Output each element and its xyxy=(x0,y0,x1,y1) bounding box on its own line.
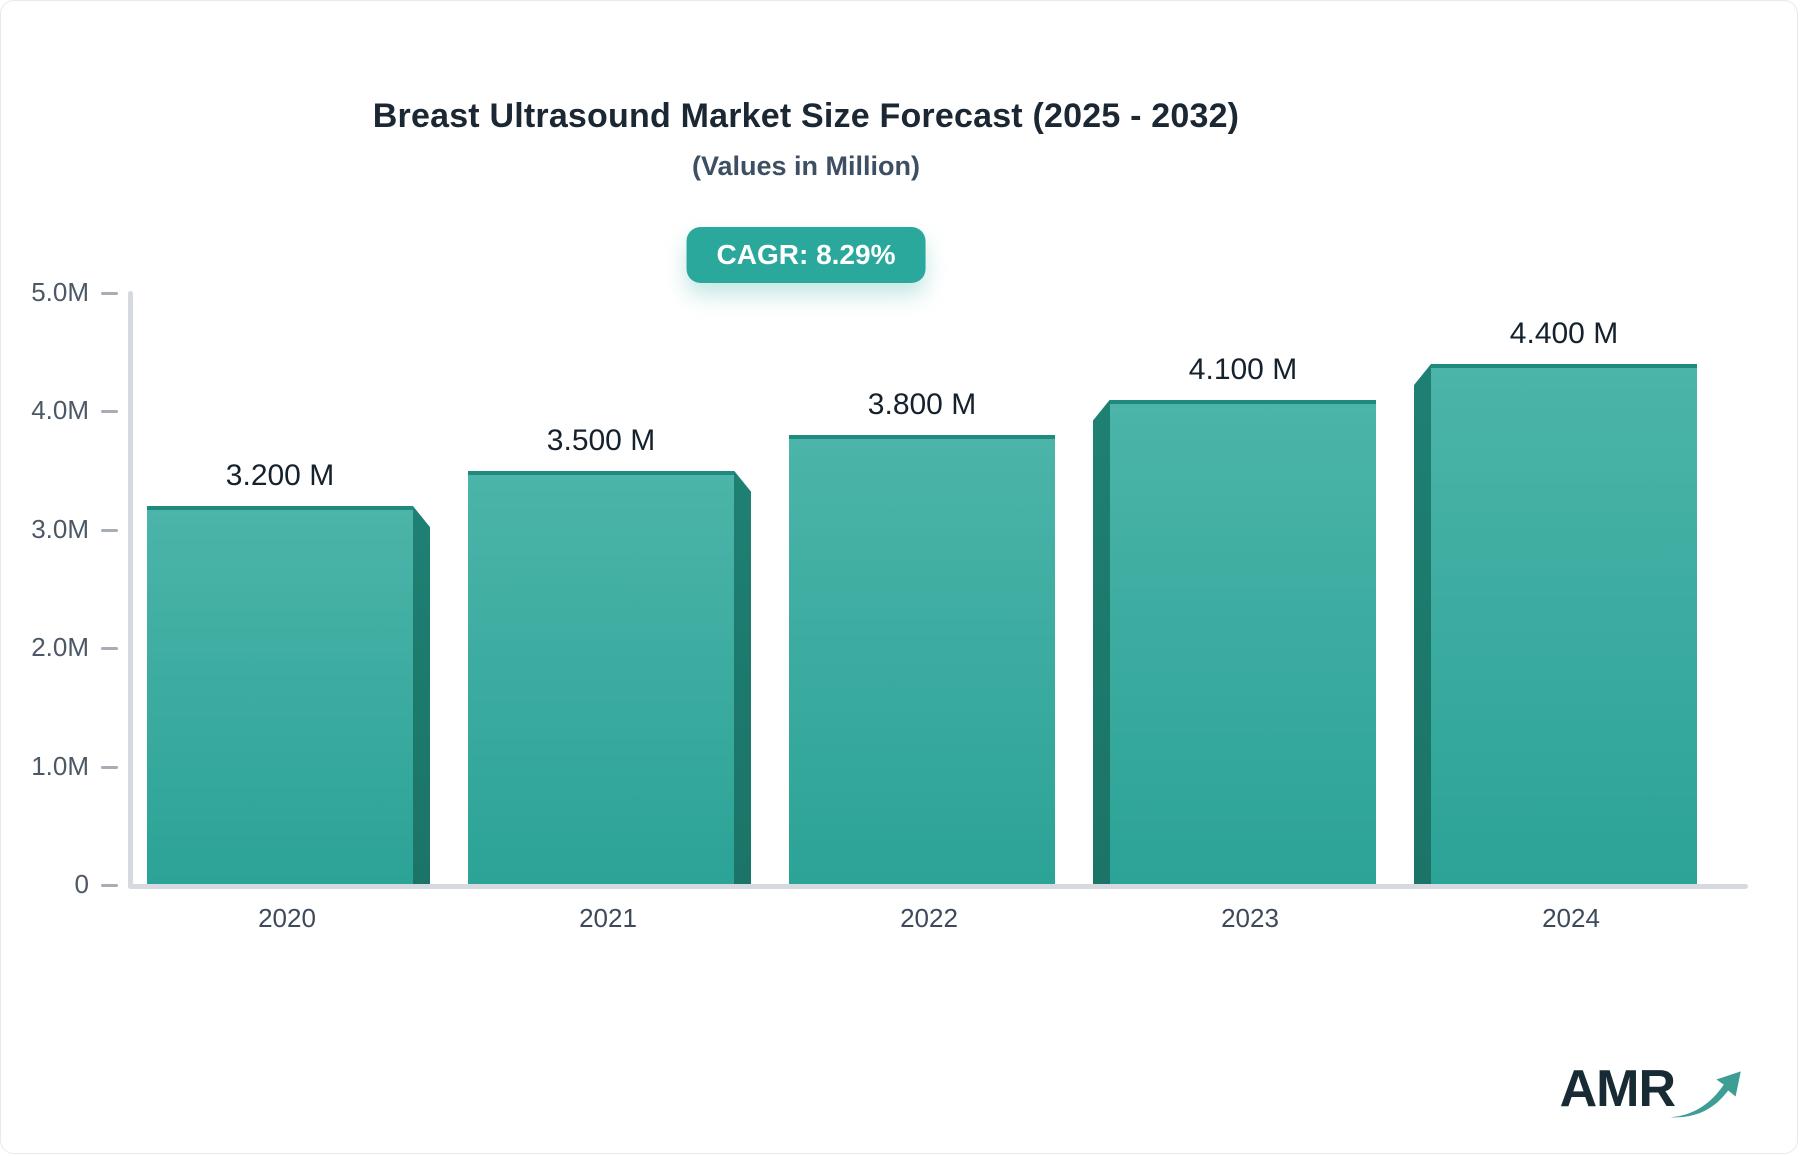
x-axis-tick-label: 2024 xyxy=(1542,903,1600,933)
amr-logo: AMR xyxy=(1560,1059,1743,1119)
amr-logo-text: AMR xyxy=(1559,1060,1676,1118)
x-axis-tick-label: 2023 xyxy=(1221,903,1279,933)
y-axis-tick-label: 4.0M xyxy=(31,395,89,426)
bar-face xyxy=(789,435,1055,884)
bar-value-label: 4.400 M xyxy=(1509,317,1619,351)
bar-2021: 3.500 M xyxy=(468,424,751,884)
y-axis-tick-label: 3.0M xyxy=(31,513,89,544)
y-axis-tick-mark xyxy=(101,884,118,887)
y-axis-line xyxy=(128,291,133,888)
bar-3d-side xyxy=(413,506,430,884)
y-axis-tick-mark xyxy=(101,410,118,414)
bar-value-label: 4.100 M xyxy=(1188,352,1298,386)
bar-face xyxy=(1110,399,1376,884)
bar-2024: 4.400 M xyxy=(1414,317,1697,884)
y-axis-tick-label: 1.0M xyxy=(31,750,89,781)
chart-title: Breast Ultrasound Market Size Forecast (… xyxy=(372,97,1240,135)
y-axis-tick-label: 5.0M xyxy=(31,277,89,307)
bar-face xyxy=(468,470,734,884)
bar-2023: 4.100 M xyxy=(1093,353,1376,884)
bar-face xyxy=(1431,364,1697,884)
bar-value-label: 3.800 M xyxy=(867,388,977,422)
y-axis-tick-mark xyxy=(101,765,118,769)
x-axis-tick-label: 2022 xyxy=(900,903,958,933)
bar-2020: 3.200 M xyxy=(147,459,430,884)
bar-3d-side xyxy=(1414,364,1431,884)
y-axis-tick-mark xyxy=(101,292,118,295)
y-axis-tick-mark xyxy=(101,528,118,532)
bar-value-label: 3.200 M xyxy=(225,459,335,493)
chart-subtitle: (Values in Million) xyxy=(691,151,921,181)
bar-face xyxy=(147,506,413,884)
x-axis-line xyxy=(128,884,1748,889)
y-axis-tick-mark xyxy=(101,647,118,651)
y-axis-tick-label: 0 xyxy=(74,869,89,899)
cagr-badge: CAGR: 8.29% xyxy=(686,227,926,283)
bar-3d-side xyxy=(734,470,751,884)
bar-2022: 3.800 M xyxy=(789,388,1055,884)
bar-value-label: 3.500 M xyxy=(546,423,656,457)
x-axis-tick-label: 2021 xyxy=(579,903,637,933)
amr-logo-arrow-icon xyxy=(1670,1071,1741,1118)
x-axis-tick-label: 2020 xyxy=(258,903,316,933)
y-axis-tick-label: 2.0M xyxy=(31,632,89,663)
bar-3d-side xyxy=(1093,399,1110,884)
